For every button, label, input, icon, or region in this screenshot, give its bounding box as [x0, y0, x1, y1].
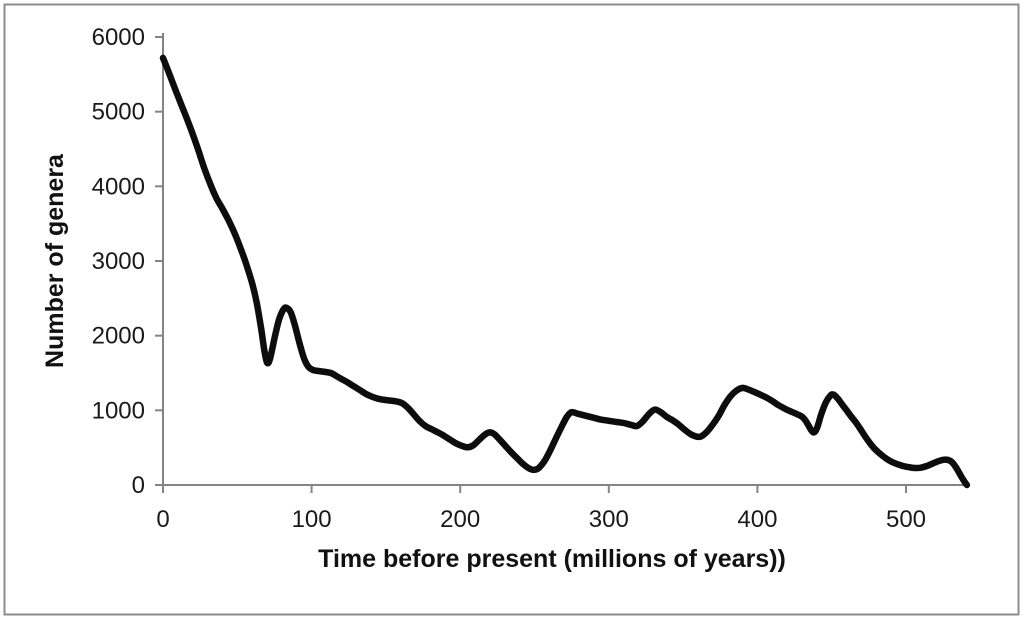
- x-axis-title: Time before present (millions of years)): [318, 545, 786, 573]
- y-tick-label-6000: 6000: [92, 24, 145, 51]
- y-axis-ticks: [155, 36, 163, 486]
- y-axis-tick-labels: 0 1000 2000 3000 4000 5000 6000: [92, 24, 145, 499]
- x-axis-ticks: [162, 485, 907, 493]
- figure-border: [3, 3, 1020, 616]
- x-axis-tick-labels: 0 100 200 300 400 500: [156, 506, 926, 533]
- x-tick-label-100: 100: [292, 506, 332, 533]
- x-tick-label-200: 200: [440, 506, 480, 533]
- x-tick-label-0: 0: [156, 506, 169, 533]
- y-tick-label-0: 0: [132, 472, 145, 499]
- x-tick-label-500: 500: [886, 506, 926, 533]
- x-tick-label-400: 400: [737, 506, 777, 533]
- x-tick-label-300: 300: [589, 506, 629, 533]
- y-tick-label-4000: 4000: [92, 173, 145, 200]
- y-tick-label-3000: 3000: [92, 248, 145, 275]
- y-axis-title: Number of genera: [41, 153, 69, 368]
- y-tick-label-2000: 2000: [92, 323, 145, 350]
- data-series-line: [159, 54, 971, 489]
- y-tick-label-1000: 1000: [92, 397, 145, 424]
- y-tick-label-5000: 5000: [92, 99, 145, 126]
